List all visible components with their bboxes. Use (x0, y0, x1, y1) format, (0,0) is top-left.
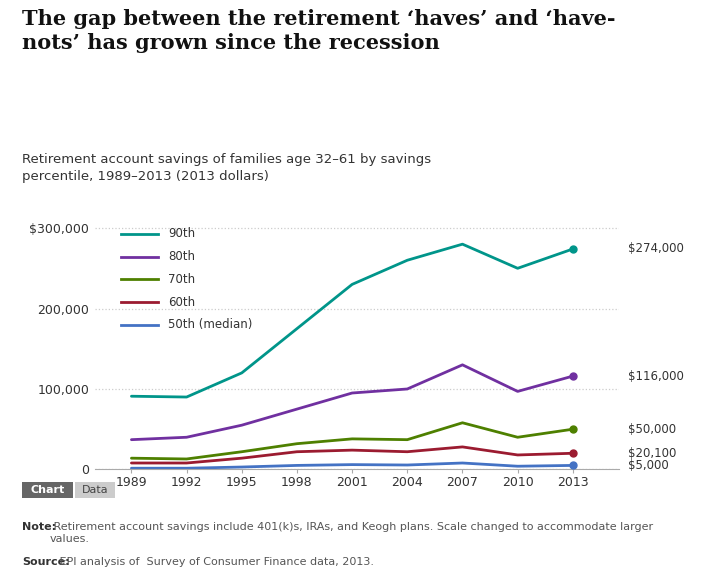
Text: The gap between the retirement ‘haves’ and ‘have-
nots’ has grown since the rece: The gap between the retirement ‘haves’ a… (22, 9, 615, 52)
Text: Retirement account savings of families age 32–61 by savings
percentile, 1989–201: Retirement account savings of families a… (22, 153, 431, 183)
Text: $116,000: $116,000 (628, 370, 684, 382)
Text: Note:: Note: (22, 522, 56, 532)
Text: $274,000: $274,000 (628, 242, 684, 256)
Text: 90th: 90th (168, 228, 195, 240)
Text: Data: Data (82, 485, 108, 495)
Text: Source:: Source: (22, 557, 69, 567)
Text: $20,100: $20,100 (628, 447, 676, 460)
Text: 60th: 60th (168, 295, 195, 309)
Text: EPI analysis of  Survey of Consumer Finance data, 2013.: EPI analysis of Survey of Consumer Finan… (56, 557, 374, 567)
Text: $50,000: $50,000 (628, 423, 676, 435)
Text: 70th: 70th (168, 273, 195, 286)
Text: Retirement account savings include 401(k)s, IRAs, and Keogh plans. Scale changed: Retirement account savings include 401(k… (50, 522, 652, 544)
Text: Chart: Chart (30, 485, 65, 495)
Text: $5,000: $5,000 (628, 459, 668, 472)
Text: 50th (median): 50th (median) (168, 319, 253, 331)
Text: 80th: 80th (168, 250, 195, 263)
